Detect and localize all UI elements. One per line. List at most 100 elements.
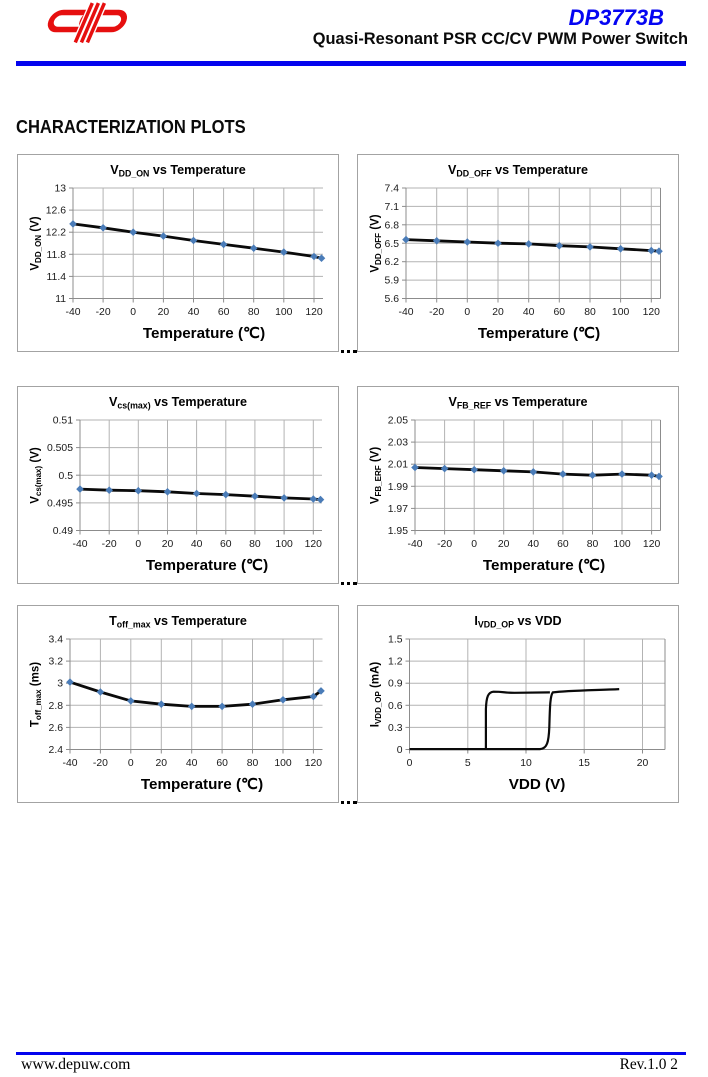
svg-text:1.99: 1.99 (388, 482, 408, 493)
svg-text:Vcs(max) vs Temperature: Vcs(max) vs Temperature (109, 395, 247, 411)
svg-text:0: 0 (135, 539, 141, 550)
svg-text:5.9: 5.9 (385, 276, 400, 287)
svg-text:0.6: 0.6 (388, 701, 403, 712)
svg-text:0: 0 (471, 539, 477, 550)
svg-text:3: 3 (57, 679, 63, 690)
svg-text:0.49: 0.49 (53, 526, 73, 537)
svg-text:0.505: 0.505 (47, 443, 73, 454)
svg-text:20: 20 (158, 307, 170, 318)
svg-text:40: 40 (188, 307, 200, 318)
svg-text:120: 120 (643, 307, 661, 318)
svg-text:-40: -40 (65, 307, 80, 318)
svg-text:80: 80 (248, 307, 260, 318)
svg-text:2.03: 2.03 (388, 438, 408, 449)
svg-text:11.8: 11.8 (47, 250, 67, 261)
svg-text:40: 40 (523, 307, 535, 318)
svg-text:0: 0 (407, 758, 413, 769)
svg-text:60: 60 (557, 539, 569, 550)
svg-text:120: 120 (643, 539, 661, 550)
svg-text:40: 40 (186, 758, 198, 769)
svg-text:Toff_max vs Temperature: Toff_max vs Temperature (109, 614, 247, 630)
svg-text:-40: -40 (398, 307, 413, 318)
svg-text:IVDD_OP (mA): IVDD_OP (mA) (370, 662, 384, 728)
svg-text:1.95: 1.95 (388, 526, 408, 537)
svg-text:Temperature (℃): Temperature (℃) (146, 557, 268, 574)
svg-text:100: 100 (275, 539, 293, 550)
svg-text:VDD_ON (V): VDD_ON (V) (30, 216, 44, 270)
svg-text:Temperature (℃): Temperature (℃) (141, 776, 263, 793)
svg-text:11: 11 (55, 294, 66, 305)
svg-text:Temperature (℃): Temperature (℃) (143, 325, 265, 342)
svg-text:40: 40 (191, 539, 203, 550)
svg-text:-20: -20 (429, 307, 444, 318)
svg-text:IVDD_OP vs VDD: IVDD_OP vs VDD (474, 614, 561, 630)
svg-text:Temperature (℃): Temperature (℃) (478, 325, 600, 342)
svg-text:100: 100 (612, 307, 630, 318)
svg-text:12.6: 12.6 (46, 206, 66, 217)
svg-text:0.51: 0.51 (53, 416, 73, 427)
svg-text:120: 120 (305, 758, 323, 769)
svg-text:0: 0 (128, 758, 134, 769)
svg-text:2.8: 2.8 (49, 701, 64, 712)
svg-text:5: 5 (465, 758, 471, 769)
svg-text:0.5: 0.5 (59, 471, 74, 482)
svg-text:-40: -40 (407, 539, 422, 550)
svg-text:15: 15 (578, 758, 590, 769)
svg-text:10: 10 (520, 758, 532, 769)
svg-text:20: 20 (637, 758, 649, 769)
svg-text:20: 20 (162, 539, 174, 550)
svg-text:Vcs(max) (V): Vcs(max) (V) (30, 447, 44, 504)
svg-text:120: 120 (305, 539, 323, 550)
svg-text:1.2: 1.2 (388, 657, 403, 668)
svg-text:6.2: 6.2 (385, 257, 400, 268)
svg-text:12.2: 12.2 (46, 228, 66, 239)
svg-text:0: 0 (464, 307, 470, 318)
svg-text:0.3: 0.3 (388, 723, 403, 734)
svg-text:60: 60 (554, 307, 566, 318)
svg-text:7.4: 7.4 (385, 184, 400, 195)
svg-text:120: 120 (305, 307, 323, 318)
svg-text:80: 80 (587, 539, 599, 550)
svg-text:VDD_ON vs Temperature: VDD_ON vs Temperature (110, 163, 246, 179)
svg-text:80: 80 (584, 307, 596, 318)
svg-text:100: 100 (275, 307, 293, 318)
svg-text:-20: -20 (96, 307, 111, 318)
svg-text:3.4: 3.4 (49, 635, 64, 646)
svg-text:60: 60 (216, 758, 228, 769)
svg-text:6.8: 6.8 (385, 220, 400, 231)
svg-text:80: 80 (247, 758, 259, 769)
svg-text:0: 0 (130, 307, 136, 318)
svg-text:20: 20 (156, 758, 168, 769)
svg-text:VFB_ERF (V): VFB_ERF (V) (370, 447, 384, 505)
svg-text:100: 100 (274, 758, 292, 769)
svg-text:60: 60 (218, 307, 230, 318)
svg-text:-20: -20 (93, 758, 108, 769)
svg-text:VDD_OFF (V): VDD_OFF (V) (370, 214, 384, 272)
svg-text:2.4: 2.4 (49, 745, 64, 756)
svg-text:0: 0 (397, 745, 403, 756)
svg-text:VFB_REF vs Temperature: VFB_REF vs Temperature (449, 395, 588, 411)
svg-text:VDD (V): VDD (V) (509, 776, 566, 793)
svg-text:11.4: 11.4 (47, 272, 67, 283)
svg-text:40: 40 (528, 539, 540, 550)
svg-text:100: 100 (613, 539, 631, 550)
svg-text:5.6: 5.6 (385, 294, 400, 305)
svg-text:-40: -40 (72, 539, 87, 550)
svg-text:2.01: 2.01 (388, 460, 408, 471)
svg-text:Toff_max (ms): Toff_max (ms) (30, 662, 44, 727)
svg-text:-20: -20 (437, 539, 452, 550)
svg-text:Temperature (℃): Temperature (℃) (483, 557, 605, 574)
svg-text:1.97: 1.97 (388, 504, 408, 515)
svg-text:2.05: 2.05 (388, 416, 408, 427)
svg-text:6.5: 6.5 (385, 239, 400, 250)
svg-text:VDD_OFF vs Temperature: VDD_OFF vs Temperature (448, 163, 588, 179)
svg-text:1.5: 1.5 (388, 635, 403, 646)
svg-text:20: 20 (498, 539, 510, 550)
svg-text:-20: -20 (102, 539, 117, 550)
svg-text:7.1: 7.1 (385, 202, 400, 213)
svg-text:20: 20 (492, 307, 504, 318)
svg-text:3.2: 3.2 (49, 657, 64, 668)
svg-text:2.6: 2.6 (49, 723, 64, 734)
svg-text:13: 13 (54, 184, 66, 195)
svg-text:80: 80 (249, 539, 261, 550)
